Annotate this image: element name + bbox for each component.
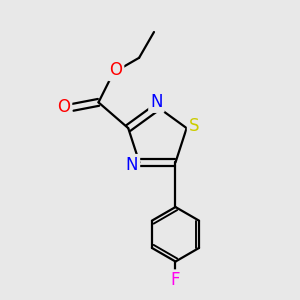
Text: O: O [109,61,122,79]
Text: N: N [126,156,138,174]
Text: N: N [150,93,163,111]
Text: O: O [57,98,70,116]
Text: F: F [171,272,180,290]
Text: S: S [189,117,199,135]
